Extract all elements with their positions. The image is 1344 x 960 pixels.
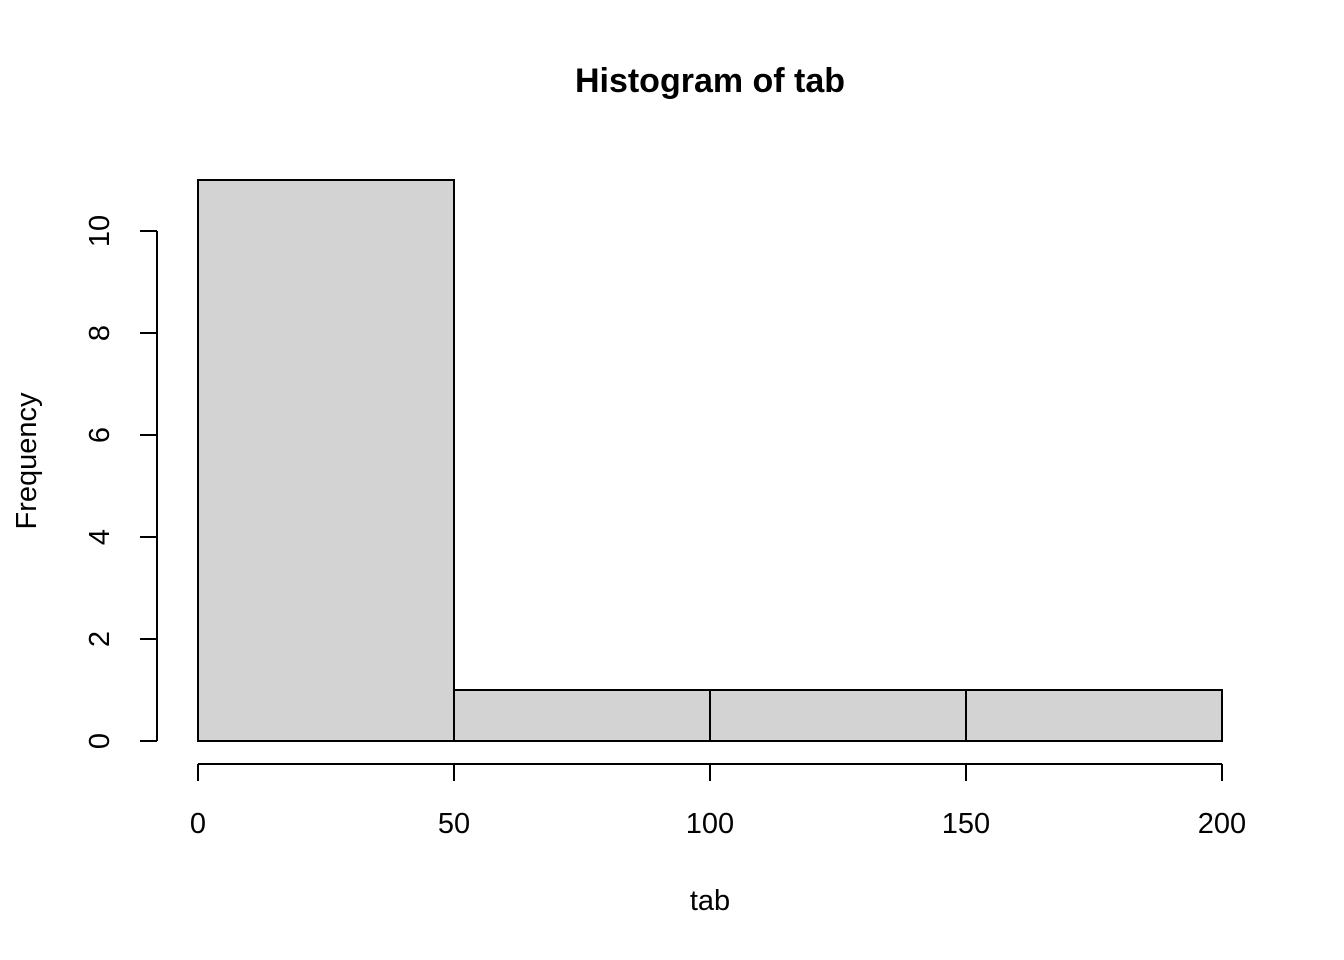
chart-title: Histogram of tab [575,62,845,100]
y-tick-label-8: 8 [84,325,116,341]
histogram-bar-1 [453,689,711,742]
y-tick-label-2: 2 [84,631,116,647]
x-tick-label-0: 0 [190,808,206,840]
y-axis-label: Frequency [11,392,43,530]
x-axis: 0 50 100 150 200 [190,763,1246,840]
histogram-bars [197,179,1223,742]
y-tick-label-10: 10 [84,215,116,247]
x-tick-label-150: 150 [942,808,990,840]
y-tick-label-4: 4 [84,529,116,545]
x-tick-label-100: 100 [686,808,734,840]
histogram-bar-0 [197,179,455,742]
x-axis-label: tab [690,885,730,917]
y-tick-label-0: 0 [84,733,116,749]
x-tick-label-50: 50 [438,808,470,840]
y-axis: 0 2 4 6 8 10 [84,215,158,749]
histogram-bar-2 [709,689,967,742]
x-tick-label-200: 200 [1198,808,1246,840]
y-tick-label-6: 6 [84,427,116,443]
histogram-bar-3 [965,689,1223,742]
